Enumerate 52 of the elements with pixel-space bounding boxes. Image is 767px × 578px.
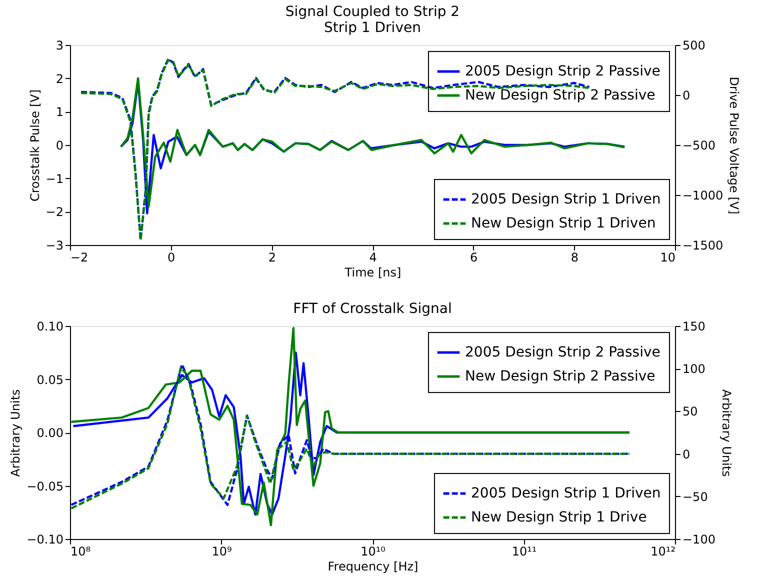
x-axis-title: Time [ns] (344, 266, 402, 280)
x-axis-title: Frequency [Hz] (328, 560, 418, 574)
legend-label: 2005 Design Strip 2 Passive (465, 64, 660, 80)
x-tick-label: 10¹⁰ (360, 544, 386, 558)
legend-label: New Design Strip 1 Drive (471, 510, 647, 526)
y2-tick-label: −100 (682, 532, 716, 546)
y-tick-label: 1 (56, 105, 64, 120)
x-tick-label: 2 (268, 250, 276, 264)
legend-label: 2005 Design Strip 1 Driven (471, 192, 661, 208)
y2-tick-label: −50 (682, 490, 708, 504)
x-tick-label: 10⁸ (70, 544, 91, 558)
x-tick-label: −2 (70, 250, 88, 264)
y2-tick-label: −500 (682, 138, 716, 152)
x-tick-label: 10¹² (650, 544, 676, 558)
y-tick-label: 3 (56, 38, 64, 52)
y2-tick-label: 0 (682, 447, 690, 462)
y-tick-label: −0.05 (26, 479, 64, 494)
y-tick-label: −1 (46, 172, 64, 186)
y2-tick-label: 500 (682, 38, 706, 52)
y-tick-label: −3 (46, 238, 64, 252)
chart-subtitle: Strip 1 Driven (324, 20, 421, 36)
y2-tick-label: 50 (682, 404, 698, 419)
chart-title: FFT of Crosstalk Signal (293, 301, 452, 317)
x-tick-label: 4 (369, 250, 377, 264)
x-tick-label: 8 (570, 250, 578, 264)
y2-tick-label: −1500 (682, 238, 724, 252)
y-tick-label: 0.05 (36, 372, 64, 387)
y2-tick-label: 150 (682, 320, 706, 334)
y2-tick-label: 0 (682, 88, 690, 102)
legend-label: New Design Strip 2 Passive (465, 88, 656, 104)
y-tick-label: 0 (56, 138, 64, 152)
x-tick-label: 10¹¹ (512, 544, 537, 558)
chart-title: Signal Coupled to Strip 2 (285, 4, 460, 20)
y-tick-label: 2 (56, 72, 64, 86)
legend-label: 2005 Design Strip 1 Driven (471, 486, 661, 502)
x-tick-label: 6 (470, 250, 478, 264)
y2-tick-label: 100 (682, 362, 706, 376)
y2-tick-label: −1000 (682, 188, 724, 202)
legend-label: 2005 Design Strip 2 Passive (465, 344, 660, 360)
y-tick-label: 0.10 (36, 320, 64, 334)
y-tick-label: 0.00 (36, 426, 64, 440)
x-tick-label: 0 (168, 250, 176, 264)
x-tick-label: 10⁹ (212, 544, 232, 558)
legend-label: New Design Strip 1 Driven (471, 216, 656, 232)
y-tick-label: −2 (46, 205, 64, 220)
legend-label: New Design Strip 2 Passive (465, 368, 656, 384)
y-axis-title: Crosstalk Pulse [V] (28, 89, 42, 202)
x-tick-label: 10 (660, 250, 676, 264)
y2-axis-title: Drive Pulse Voltage [V] (727, 76, 742, 214)
y-tick-label: −0.10 (26, 532, 64, 546)
y-axis-title: Arbitrary Units (8, 389, 23, 477)
y2-axis-title: Arbitrary Units (719, 389, 734, 477)
